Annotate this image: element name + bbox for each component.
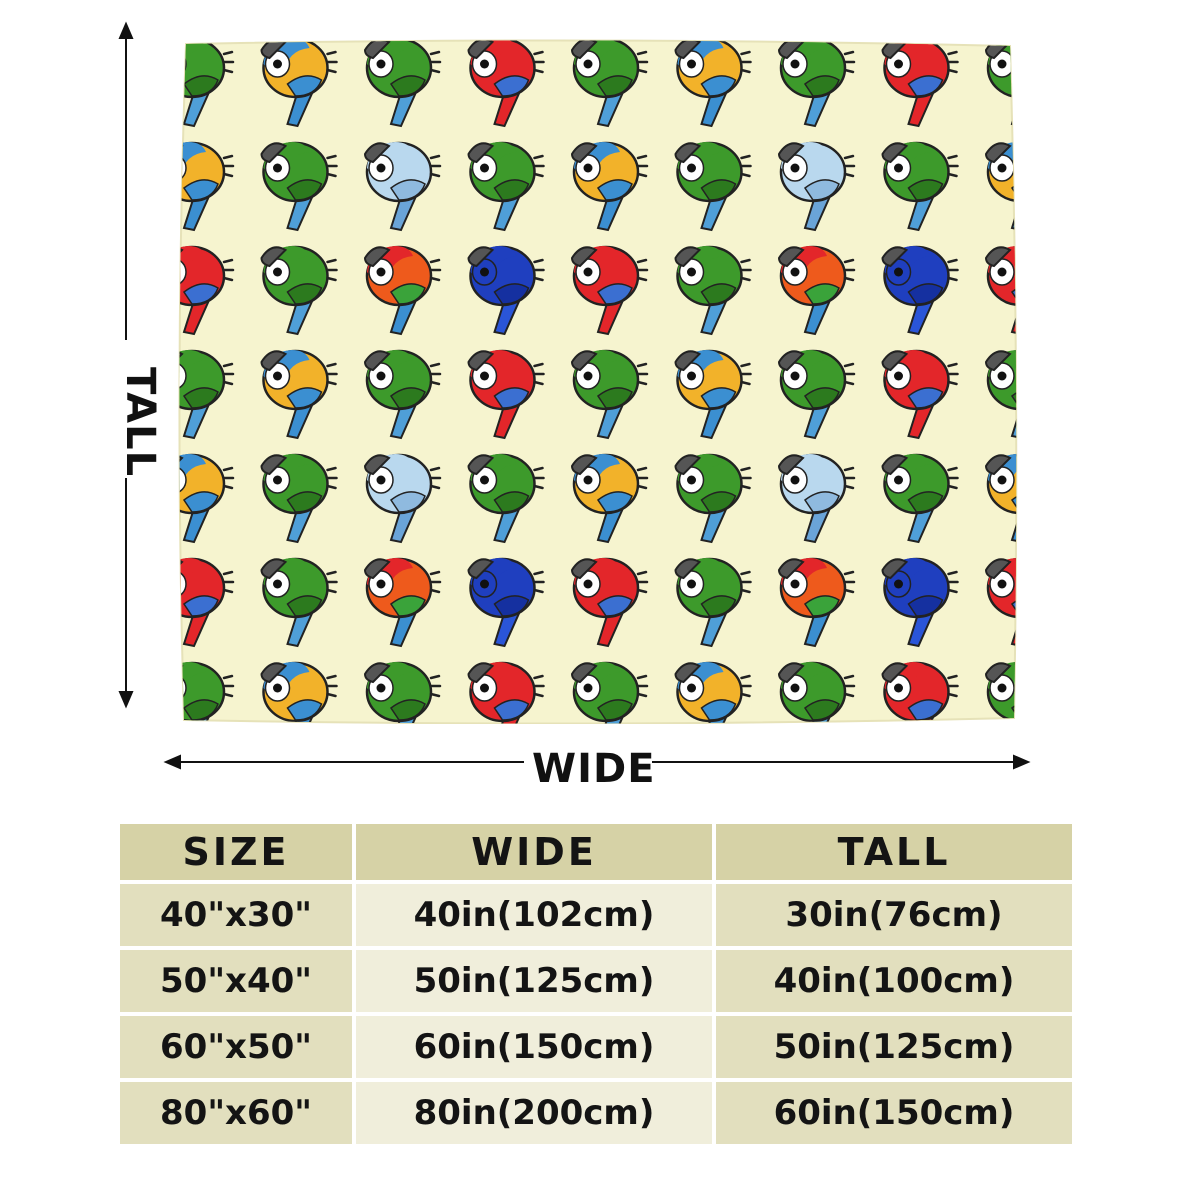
parrot-green [570,661,649,724]
blanket-image [168,38,1028,724]
parrot-green [674,245,752,336]
parrot-pale-blue [363,141,442,232]
header-wide: WIDE [356,824,712,880]
parrot-green [260,453,338,544]
wide-arrow-left-head [163,754,181,770]
size-cell: 50"x40" [120,950,352,1012]
parrot-scarlet [570,557,649,648]
parrot-green [467,453,545,544]
parrot-scarlet [467,349,545,440]
parrot-pale-blue [777,141,856,232]
wide-cell: 50in(125cm) [356,950,712,1012]
parrot-blue-gold [260,661,338,724]
parrot-orange [777,245,856,336]
parrot-scarlet [467,40,545,128]
parrot-scarlet [467,661,545,724]
parrot-green [260,245,338,336]
parrot-green [260,141,338,232]
parrot-green [570,349,649,440]
parrot-scarlet [881,349,959,440]
table-row: 40"x30" 40in(102cm) 30in(76cm) [120,884,1072,946]
parrot-pale-blue [777,453,856,544]
parrot-blue-gold [674,40,752,128]
parrot-blue-gold [570,141,649,232]
parrot-green [363,40,442,128]
parrot-blue-gold [260,349,338,440]
parrot-green [777,40,856,128]
parrot-green [777,661,856,724]
parrot-blue-gold [570,453,649,544]
wide-label: WIDE [532,746,656,792]
parrot-scarlet [570,245,649,336]
tall-label: TALL [117,367,163,478]
parrot-green [984,661,1017,724]
parrot-royal-blue [881,557,959,648]
parrot-pale-blue [363,453,442,544]
parrot-orange [363,557,442,648]
parrot-royal-blue [467,557,545,648]
parrot-blue-gold [179,453,235,544]
table-row: 80"x60" 80in(200cm) 60in(150cm) [120,1082,1072,1144]
size-cell: 60"x50" [120,1016,352,1078]
parrot-green [467,141,545,232]
parrot-green [674,453,752,544]
parrot-blue-gold [984,453,1017,544]
parrot-green [363,349,442,440]
parrot-green [674,141,752,232]
header-tall: TALL [716,824,1072,880]
size-cell: 40"x30" [120,884,352,946]
tall-arrow-down-head [118,691,134,709]
parrot-green [260,557,338,648]
table-row: 60"x50" 60in(150cm) 50in(125cm) [120,1016,1072,1078]
parrot-green [881,141,959,232]
parrot-green [881,453,959,544]
wide-cell: 80in(200cm) [356,1082,712,1144]
parrot-royal-blue [467,245,545,336]
parrot-orange [777,557,856,648]
parrot-blue-gold [674,349,752,440]
dimension-arrows [118,21,1031,770]
parrot-green [674,557,752,648]
parrot-pattern [178,39,1018,724]
parrot-green [984,349,1017,440]
parrot-blue-gold [674,661,752,724]
tall-arrow-up-head [118,21,134,39]
tall-cell: 60in(150cm) [716,1082,1072,1144]
wide-arrow-right-head [1013,754,1031,770]
wide-cell: 40in(102cm) [356,884,712,946]
table-row: 50"x40" 50in(125cm) 40in(100cm) [120,950,1072,1012]
size-table: SIZE WIDE TALL 40"x30" 40in(102cm) 30in(… [116,820,1076,1148]
parrot-blue-gold [260,40,338,128]
table-header-row: SIZE WIDE TALL [120,824,1072,880]
header-size: SIZE [120,824,352,880]
size-cell: 80"x60" [120,1082,352,1144]
parrot-scarlet [984,245,1017,336]
parrot-scarlet [984,557,1017,648]
parrot-scarlet [881,661,959,724]
parrot-orange [363,245,442,336]
parrot-green [777,349,856,440]
wide-cell: 60in(150cm) [356,1016,712,1078]
parrot-green [570,40,649,128]
parrot-scarlet [881,40,959,128]
parrot-royal-blue [881,245,959,336]
tall-cell: 40in(100cm) [716,950,1072,1012]
parrot-green [179,349,235,440]
tall-cell: 30in(76cm) [716,884,1072,946]
tall-cell: 50in(125cm) [716,1016,1072,1078]
parrot-green [363,661,442,724]
